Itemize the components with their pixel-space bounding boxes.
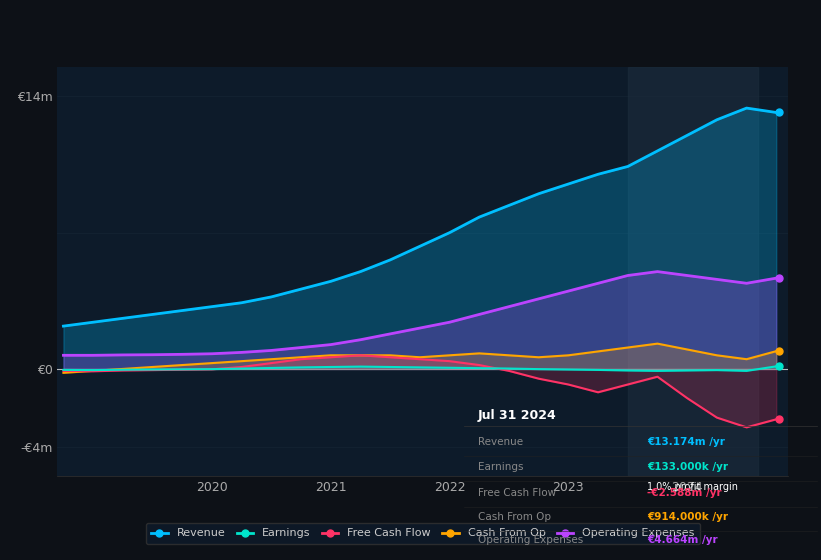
Text: 1.0% profit margin: 1.0% profit margin (648, 482, 738, 492)
Text: Free Cash Flow: Free Cash Flow (478, 488, 556, 498)
Legend: Revenue, Earnings, Free Cash Flow, Cash From Op, Operating Expenses: Revenue, Earnings, Free Cash Flow, Cash … (145, 523, 700, 544)
Text: Earnings: Earnings (478, 461, 524, 472)
Text: -€2.588m /yr: -€2.588m /yr (648, 488, 722, 498)
Text: Revenue: Revenue (478, 436, 523, 446)
Bar (628, 67, 759, 476)
Text: Jul 31 2024: Jul 31 2024 (478, 409, 557, 422)
Text: Operating Expenses: Operating Expenses (478, 535, 583, 545)
Text: €914.000k /yr: €914.000k /yr (648, 512, 728, 522)
Text: Cash From Op: Cash From Op (478, 512, 551, 522)
Text: €4.664m /yr: €4.664m /yr (648, 535, 718, 545)
Text: €133.000k /yr: €133.000k /yr (648, 461, 728, 472)
Text: €13.174m /yr: €13.174m /yr (648, 436, 725, 446)
